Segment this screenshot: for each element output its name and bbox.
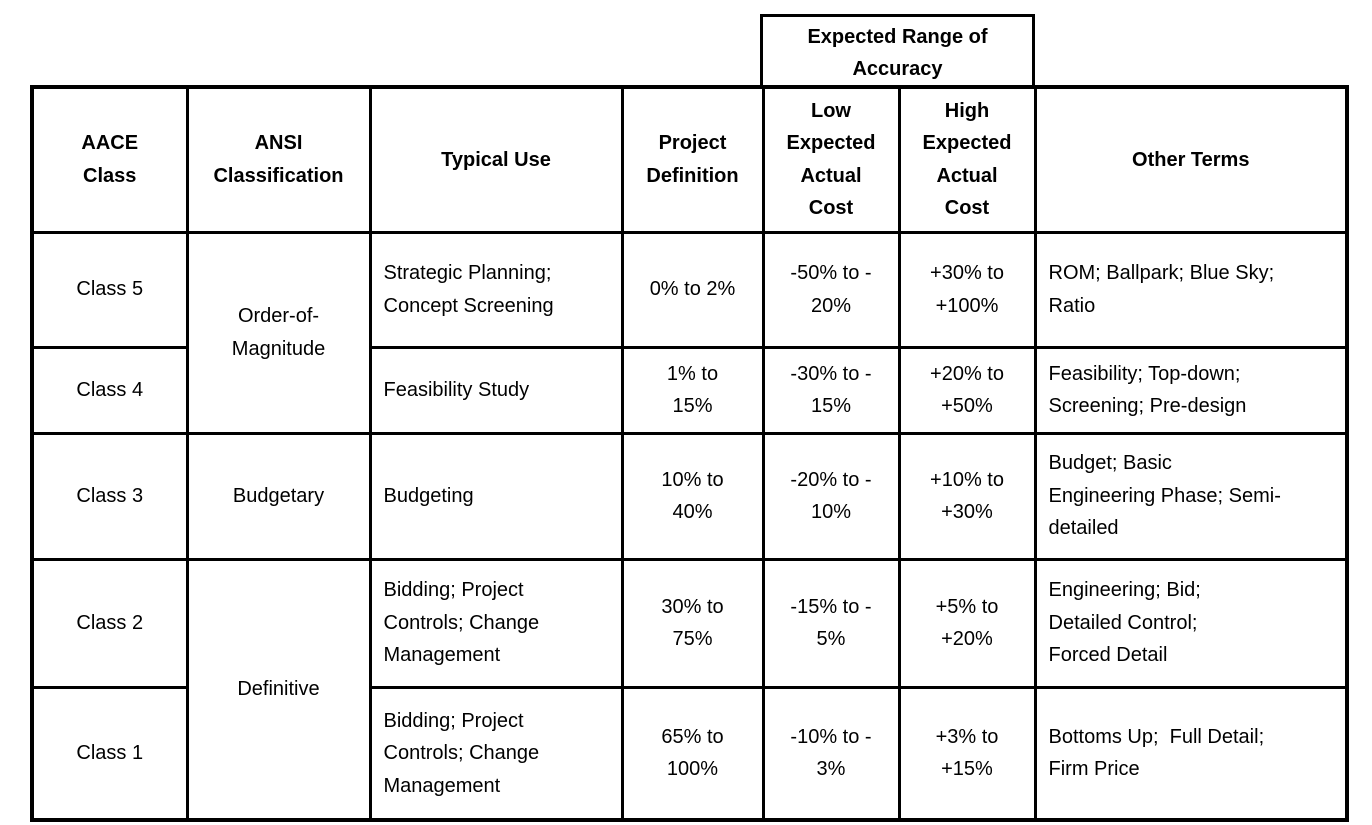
cell-typical-use: Bidding; Project Controls; Change Manage… xyxy=(368,685,624,822)
table-row-class-1: Class 1 Bidding; Project Controls; Chang… xyxy=(30,685,1349,822)
accuracy-range-header-label: Expected Range of Accuracy xyxy=(807,26,988,80)
cell-project-definition: 65% to 100% xyxy=(620,685,765,822)
cell-low-expected: -10% to - 3% xyxy=(761,685,901,822)
cell-typical-use: Budgeting xyxy=(368,431,624,561)
cell-aace-class: Class 4 xyxy=(30,345,189,435)
cell-high-expected: +3% to +15% xyxy=(897,685,1037,822)
cell-other-terms: Engineering; Bid; Detailed Control; Forc… xyxy=(1033,557,1349,689)
cell-low-expected: -15% to - 5% xyxy=(761,557,901,689)
cell-aace-class: Class 2 xyxy=(30,557,189,689)
cell-aace-class: Class 3 xyxy=(30,431,189,561)
cell-other-terms: Bottoms Up; Full Detail; Firm Price xyxy=(1033,685,1349,822)
column-header-ansi-classification: ANSI Classification xyxy=(185,85,372,234)
cell-high-expected: +5% to +20% xyxy=(897,557,1037,689)
cell-typical-use: Strategic Planning; Concept Screening xyxy=(368,230,624,349)
cell-project-definition: 0% to 2% xyxy=(620,230,765,349)
accuracy-range-header: Expected Range of Accuracy xyxy=(760,14,1035,89)
cell-other-terms: Budget; Basic Engineering Phase; Semi- d… xyxy=(1033,431,1349,561)
cell-other-terms: ROM; Ballpark; Blue Sky; Ratio xyxy=(1033,230,1349,349)
cell-project-definition: 1% to 15% xyxy=(620,345,765,435)
cell-low-expected: -20% to - 10% xyxy=(761,431,901,561)
cell-low-expected: -30% to - 15% xyxy=(761,345,901,435)
table-row-class-5: Class 5 Order-of- Magnitude Strategic Pl… xyxy=(30,230,1349,435)
cell-ansi-classification-merged: Order-of- Magnitude xyxy=(185,230,372,435)
cell-ansi-classification: Budgetary xyxy=(185,431,372,561)
cell-project-definition: 30% to 75% xyxy=(620,557,765,689)
table-row-class-2: Class 2 Definitive Bidding; Project Cont… xyxy=(30,557,1349,822)
table-row-class-3: Class 3 Budgetary Budgeting 10% to 40% -… xyxy=(30,431,1349,561)
column-header-other-terms: Other Terms xyxy=(1033,85,1349,234)
cell-typical-use: Feasibility Study xyxy=(368,345,624,435)
cell-aace-class: Class 5 xyxy=(30,230,189,349)
cell-high-expected: +20% to +50% xyxy=(897,345,1037,435)
table-row-class-4: Class 4 Feasibility Study 1% to 15% -30%… xyxy=(30,345,1349,435)
cell-ansi-classification-merged: Definitive xyxy=(185,557,372,822)
cell-typical-use: Bidding; Project Controls; Change Manage… xyxy=(368,557,624,689)
column-header-low-expected-actual-cost: Low Expected Actual Cost xyxy=(761,85,901,234)
cell-project-definition: 10% to 40% xyxy=(620,431,765,561)
cell-other-terms: Feasibility; Top-down; Screening; Pre-de… xyxy=(1033,345,1349,435)
classification-table: AACE Class ANSI Classification Typical U… xyxy=(30,85,1349,823)
cell-high-expected: +10% to +30% xyxy=(897,431,1037,561)
column-header-project-definition: Project Definition xyxy=(620,85,765,234)
column-header-typical-use: Typical Use xyxy=(368,85,624,234)
cell-high-expected: +30% to +100% xyxy=(897,230,1037,349)
header-row: AACE Class ANSI Classification Typical U… xyxy=(30,85,1349,234)
column-header-high-expected-actual-cost: High Expected Actual Cost xyxy=(897,85,1037,234)
column-header-aace-class: AACE Class xyxy=(30,85,189,234)
cell-aace-class: Class 1 xyxy=(30,685,189,822)
cell-low-expected: -50% to - 20% xyxy=(761,230,901,349)
